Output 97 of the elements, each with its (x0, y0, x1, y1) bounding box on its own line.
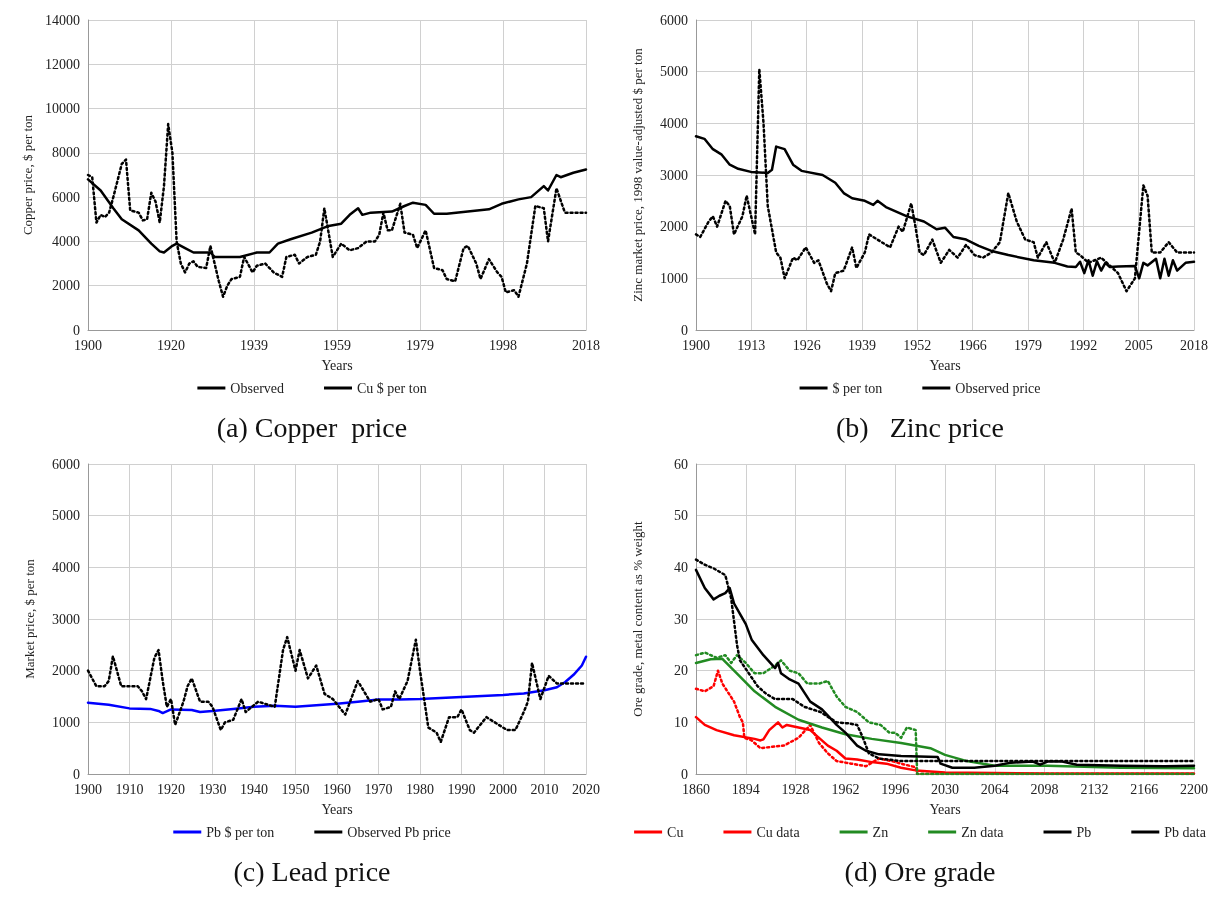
y-tick-label: 10 (674, 714, 688, 730)
y-tick-label: 40 (674, 559, 688, 575)
y-tick-label: 0 (681, 766, 688, 782)
x-tick-label: 1970 (364, 781, 393, 797)
y-tick-label: 2000 (52, 278, 80, 294)
y-tick-label: 5000 (660, 64, 688, 80)
y-tick-label: 14000 (45, 12, 80, 28)
x-tick-label: 1928 (781, 781, 810, 797)
legend-label: Pb $ per ton (206, 824, 275, 840)
line-series (86, 122, 588, 299)
x-axis-title: Years (929, 357, 961, 373)
x-tick-label: 1930 (198, 781, 227, 797)
y-tick-label: 30 (674, 611, 688, 627)
y-tick-label: 4000 (52, 559, 80, 575)
x-tick-label: 1952 (903, 337, 932, 353)
x-tick-label: 1979 (1014, 337, 1042, 353)
y-tick-label: 6000 (52, 189, 80, 205)
y-axis-title: Ore grade, metal content as % weight (630, 520, 645, 717)
legend-label: Pb data (1164, 824, 1207, 840)
text: (d) Ore grade (844, 855, 996, 887)
line-series (86, 655, 588, 715)
text: (a) Copper price (216, 411, 408, 443)
x-tick-label: 1900 (682, 337, 710, 353)
x-tick-label: 2064 (980, 781, 1009, 797)
x-tick-label: 2010 (530, 781, 559, 797)
y-tick-label: 50 (674, 508, 688, 524)
y-axis-title: Zinc market price, 1998 value-adjusted $ per ton (630, 47, 645, 302)
x-tick-label: 2098 (1030, 781, 1059, 797)
x-tick-label: 1950 (281, 781, 310, 797)
y-tick-label: 0 (73, 322, 80, 338)
y-tick-label: 2000 (660, 219, 688, 235)
y-tick-label: 3000 (52, 611, 80, 627)
x-tick-label: 1980 (406, 781, 434, 797)
y-tick-label: 6000 (52, 456, 80, 472)
y-tick-label: 4000 (660, 115, 688, 131)
y-tick-label: 60 (674, 456, 688, 472)
legend-label: Pb (1076, 824, 1092, 840)
y-tick-label: 6000 (660, 12, 688, 28)
x-tick-label: 1920 (157, 337, 185, 353)
y-tick-label: 20 (674, 663, 688, 679)
x-tick-label: 1920 (157, 781, 185, 797)
y-tick-label: 0 (681, 322, 688, 338)
x-tick-label: 2005 (1124, 337, 1153, 353)
x-tick-label: 1966 (958, 337, 987, 353)
x-tick-label: 1939 (240, 337, 268, 353)
y-axis-title: Market price, $ per ton (22, 558, 37, 679)
x-tick-label: 1960 (323, 781, 351, 797)
x-tick-label: 2018 (572, 337, 600, 353)
legend-label: Zn data (961, 824, 1005, 840)
y-tick-label: 1000 (52, 714, 80, 730)
text: (b) Zinc price (836, 411, 1004, 443)
x-tick-label: 1910 (115, 781, 144, 797)
y-axis-title: Copper price, $ per ton (20, 114, 36, 236)
x-tick-label: 1940 (240, 781, 268, 797)
legend-label: Cu $ per ton (357, 380, 427, 396)
y-tick-label: 4000 (52, 233, 80, 249)
x-tick-label: 2200 (1180, 781, 1208, 797)
x-tick-label: 2018 (1180, 337, 1208, 353)
legend-label: Observed (230, 380, 285, 396)
legend-label: $ per ton (832, 380, 883, 396)
x-tick-label: 1990 (447, 781, 476, 797)
y-tick-label: 5000 (52, 508, 80, 524)
x-tick-label: 2020 (572, 781, 600, 797)
x-tick-label: 1939 (848, 337, 876, 353)
x-tick-label: 1894 (731, 781, 760, 797)
text: (c) Lead price (233, 855, 391, 887)
y-tick-label: 0 (73, 766, 80, 782)
x-tick-label: 1979 (406, 337, 434, 353)
x-tick-label: 1926 (792, 337, 821, 353)
y-tick-label: 12000 (45, 56, 80, 72)
x-tick-label: 2166 (1130, 781, 1159, 797)
x-tick-label: 1900 (74, 337, 102, 353)
x-tick-label: 2000 (489, 781, 517, 797)
legend-label: Cu data (756, 824, 801, 840)
x-tick-label: 1959 (323, 337, 351, 353)
y-tick-label: 10000 (45, 101, 80, 117)
legend-label: Zn (872, 824, 889, 840)
legend-label: Observed price (955, 380, 1041, 396)
x-tick-label: 1992 (1069, 337, 1098, 353)
x-tick-label: 1913 (737, 337, 766, 353)
y-tick-label: 8000 (52, 145, 80, 161)
x-tick-label: 2030 (931, 781, 959, 797)
x-tick-label: 1996 (881, 781, 910, 797)
x-tick-label: 1860 (682, 781, 710, 797)
y-tick-label: 2000 (52, 663, 80, 679)
x-tick-label: 1962 (831, 781, 860, 797)
line-series (694, 67, 1196, 293)
y-tick-label: 1000 (660, 270, 688, 286)
x-tick-label: 2132 (1080, 781, 1109, 797)
x-tick-label: 1900 (74, 781, 102, 797)
x-tick-label: 1998 (489, 337, 517, 353)
x-axis-title: Years (321, 357, 353, 373)
y-tick-label: 3000 (660, 167, 688, 183)
x-axis-title: Years (321, 801, 353, 817)
legend-label: Cu (667, 824, 684, 840)
x-axis-title: Years (929, 801, 961, 817)
legend-label: Observed Pb price (347, 824, 451, 840)
